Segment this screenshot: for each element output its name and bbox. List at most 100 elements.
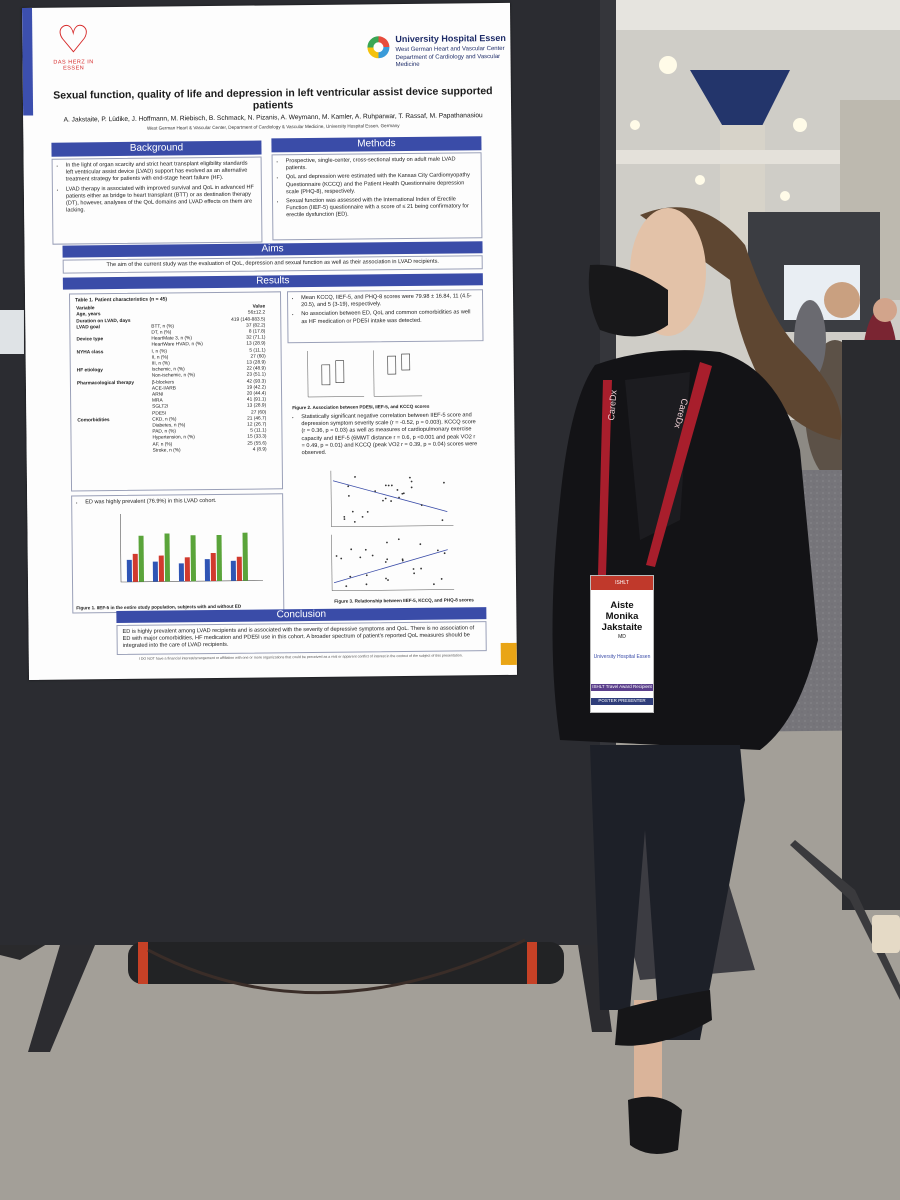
aims-text: The aim of the current study was the eva… xyxy=(62,255,483,274)
scatter-point xyxy=(387,579,389,581)
figure-3-scatterplots xyxy=(330,470,455,592)
scatter-point xyxy=(386,558,389,561)
scatter-point xyxy=(396,489,399,491)
scatter-point xyxy=(365,574,368,577)
background-point: LVAD therapy is associated with improved… xyxy=(66,184,256,215)
scatter-point xyxy=(401,492,404,495)
background-box: In the light of organ scarcity and stric… xyxy=(51,156,263,245)
regression-line xyxy=(332,480,448,512)
poster-title: Sexual function, quality of life and dep… xyxy=(53,85,493,112)
patient-characteristics-table: Variable Value Age, years 56±12.2 Duration… xyxy=(75,305,277,456)
scatter-point xyxy=(419,543,422,546)
table-cell: Stroke, n (%) xyxy=(152,448,181,454)
methods-list: Prospective, single-center, cross-sectio… xyxy=(278,156,477,220)
methods-point: Sexual function was assessed with the In… xyxy=(286,196,476,220)
scatter-point xyxy=(385,577,387,580)
scatter-point xyxy=(347,495,350,497)
figure-1-bar xyxy=(236,556,243,581)
regression-line xyxy=(333,549,448,584)
ed-bullet: ED was highly prevalent (76.9%) in this … xyxy=(85,497,277,506)
scatter-point xyxy=(382,499,384,502)
hospital-dept-line-1: West German Heart and Vascular Center xyxy=(395,45,505,54)
scatter-point xyxy=(440,578,443,580)
research-poster: ♡ DAS HERZ IN ESSEN University Hospital … xyxy=(22,2,518,680)
results-point: Mean KCCQ, IIEF-5, and PHQ-8 scores were… xyxy=(301,293,477,309)
scatter-point xyxy=(443,552,446,555)
results-heading: Results xyxy=(62,273,483,290)
scatter-point xyxy=(443,481,445,484)
figure-1-bar xyxy=(204,559,211,582)
heart-icon: ♡ xyxy=(56,19,91,62)
hospital-name: University Hospital Essen xyxy=(395,32,506,45)
table-title: Table 1. Patient characteristics (n = 45… xyxy=(75,296,168,304)
figure-1-bar xyxy=(158,555,165,582)
methods-box: Prospective, single-center, cross-sectio… xyxy=(271,152,483,241)
badge-degree: MD xyxy=(618,634,626,640)
figure-1-box: ED was highly prevalent (76.9%) in this … xyxy=(71,493,285,614)
figure-1-bar xyxy=(184,557,191,582)
figure-1-bar xyxy=(138,535,145,582)
figure-3-caption: Figure 3. Relationship between IIEF-5, K… xyxy=(334,597,474,604)
figure-1-bar xyxy=(230,560,237,581)
boxplot-box xyxy=(387,355,397,375)
table-body: Age, years 56±12.2 Duration on LVAD, days 4… xyxy=(75,311,276,456)
scatter-point xyxy=(349,575,352,578)
results-text-box-2: Statistically significant negative corre… xyxy=(288,409,485,467)
figure-2-boxplots xyxy=(307,350,423,398)
scatter-point xyxy=(365,583,368,586)
badge-middle-name: Monika xyxy=(605,611,639,622)
scatter-point xyxy=(384,497,387,500)
background-point: In the light of organ scarcity and stric… xyxy=(66,161,256,185)
figure-1-bar xyxy=(152,561,159,582)
scatter-point xyxy=(384,484,387,487)
scatter-point xyxy=(433,583,435,586)
results-list-2: Statistically significant negative corre… xyxy=(293,412,479,457)
scatter-point xyxy=(361,515,364,518)
patient-characteristics-table-box: Table 1. Patient characteristics (n = 45… xyxy=(68,291,284,492)
poster-affiliation: West German Heart & Vascular Center, Dep… xyxy=(146,123,400,131)
scatter-point xyxy=(364,548,367,551)
scatter-point xyxy=(441,519,444,522)
scatter-point xyxy=(386,541,388,544)
badge-ribbon-travel-award: ISHLT Travel Award Recipient xyxy=(591,684,653,691)
figure-1-bar xyxy=(190,535,197,582)
scatter-point xyxy=(384,561,387,563)
background-heading: Background xyxy=(51,140,262,157)
scatter-point xyxy=(397,538,400,541)
background-list: In the light of organ scarcity and stric… xyxy=(58,161,257,215)
scatter-point xyxy=(420,504,423,507)
figure-1-bar xyxy=(210,553,217,582)
scatter-point xyxy=(335,555,338,557)
results-text-box-1: Mean KCCQ, IIEF-5, and PHQ-8 scores were… xyxy=(286,289,484,344)
scatter-point xyxy=(359,556,362,559)
badge-header: ISHLT xyxy=(591,576,653,590)
methods-point: Prospective, single-center, cross-sectio… xyxy=(286,156,476,172)
scatter-point xyxy=(371,554,374,557)
scatter-point xyxy=(343,518,346,521)
scatter-point xyxy=(387,484,390,487)
figure-1-bar xyxy=(132,553,139,582)
name-badge: ISHLT Aiste Monika Jakstaite MD Universi… xyxy=(590,575,654,713)
scatter-point xyxy=(353,520,356,523)
results-list-1: Mean KCCQ, IIEF-5, and PHQ-8 scores were… xyxy=(293,293,477,326)
heart-center-logo: ♡ DAS HERZ IN ESSEN xyxy=(42,19,105,92)
scatter-point xyxy=(345,585,348,588)
university-hospital-logo: University Hospital Essen West German He… xyxy=(367,29,508,90)
results-point: Statistically significant negative corre… xyxy=(301,412,479,457)
disclosure-text: I DO NOT have a financial interest/arran… xyxy=(138,653,463,661)
figure-1-bar xyxy=(126,559,133,582)
heart-center-logo-text: DAS HERZ IN ESSEN xyxy=(53,59,94,72)
ed-list: ED was highly prevalent (76.9%) in this … xyxy=(77,497,277,506)
scatter-point xyxy=(410,480,413,483)
conclusion-heading: Conclusion xyxy=(116,607,487,624)
boxplot-box xyxy=(401,353,411,371)
scatter-point xyxy=(412,568,415,570)
results-point: No association between ED, QoL and commo… xyxy=(301,310,477,326)
conclusion-text: ED is highly prevalent among LVAD recipi… xyxy=(116,621,487,656)
figure-1-bar xyxy=(164,533,171,582)
scatter-point xyxy=(366,511,369,513)
boxplot-box xyxy=(335,360,345,384)
scatter-point xyxy=(398,496,400,499)
figure-1-bar xyxy=(242,532,249,581)
scatter-point xyxy=(402,492,405,495)
